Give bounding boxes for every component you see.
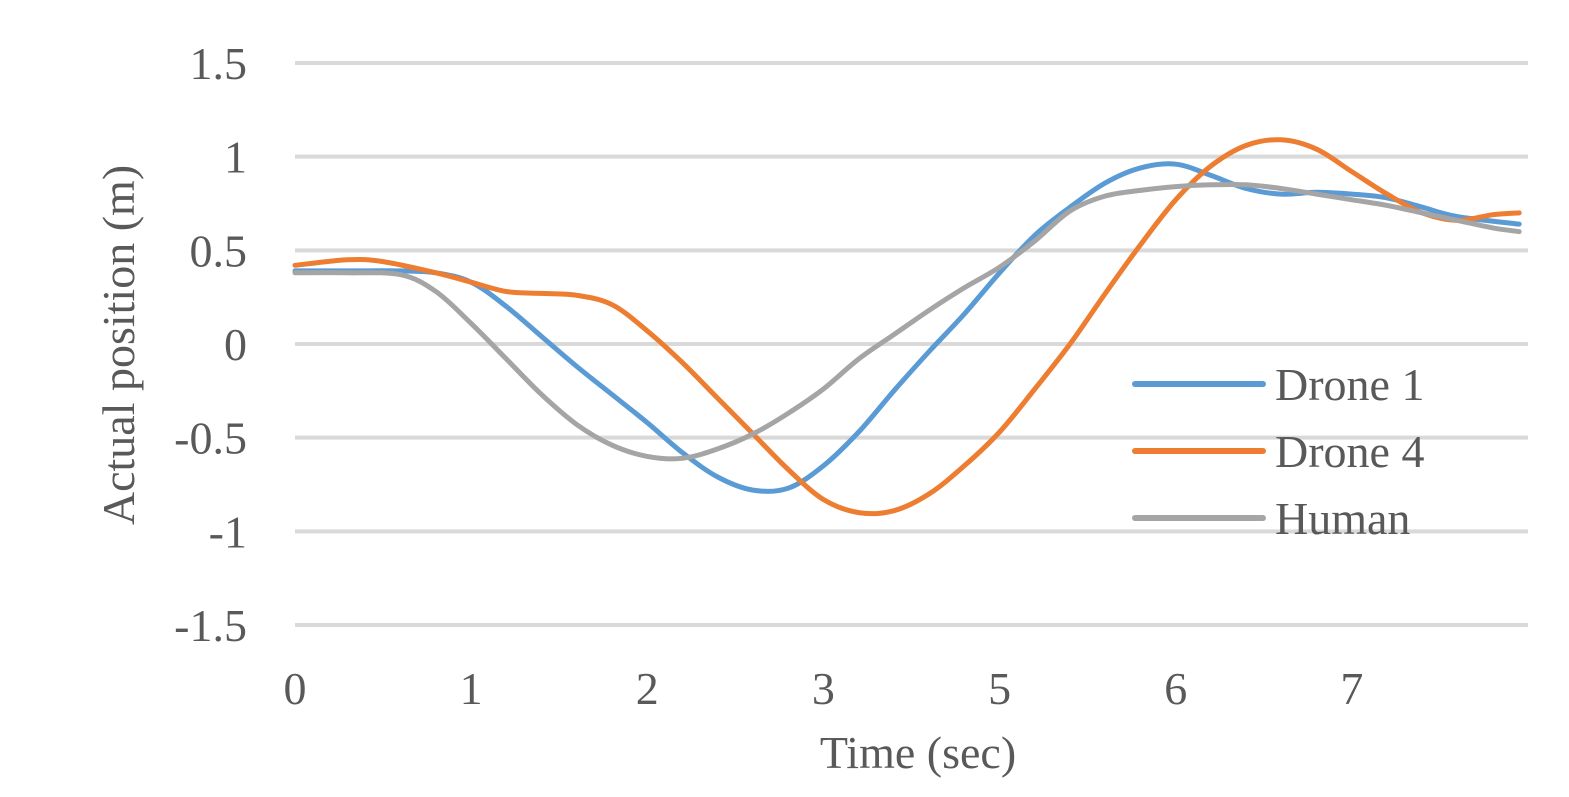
y-tick-label: 0 xyxy=(224,319,247,370)
legend: Drone 1 Drone 4 Human xyxy=(1132,359,1424,544)
y-tick-label: -1 xyxy=(209,506,247,557)
y-tick-label: -1.5 xyxy=(174,600,247,651)
legend-label-drone-1: Drone 1 xyxy=(1275,359,1424,410)
y-tick-label: 1.5 xyxy=(190,38,248,89)
y-tick-label: 0.5 xyxy=(190,225,248,276)
legend-label-human: Human xyxy=(1275,493,1410,544)
y-axis-ticks: 1.5 1 0.5 0 -0.5 -1 -1.5 xyxy=(174,38,247,651)
series-line-human xyxy=(292,181,1522,462)
y-tick-label: -0.5 xyxy=(174,413,247,464)
x-tick-label: 6 xyxy=(1164,663,1187,714)
x-tick-label: 7 xyxy=(1340,663,1363,714)
x-tick-label: 0 xyxy=(284,663,307,714)
x-tick-label: 2 xyxy=(636,663,659,714)
legend-label-drone-4: Drone 4 xyxy=(1275,426,1424,477)
series-line-drone-4 xyxy=(292,137,1522,517)
x-tick-label: 5 xyxy=(988,663,1011,714)
x-tick-label: 1 xyxy=(460,663,483,714)
series-lines xyxy=(292,137,1522,517)
x-axis-ticks: 0 1 2 3 5 6 7 xyxy=(284,663,1364,714)
gridlines xyxy=(295,61,1528,627)
y-tick-label: 1 xyxy=(224,132,247,183)
x-tick-label: 3 xyxy=(812,663,835,714)
y-axis-title: Actual position (m) xyxy=(93,165,144,525)
x-axis-title: Time (sec) xyxy=(820,727,1016,778)
